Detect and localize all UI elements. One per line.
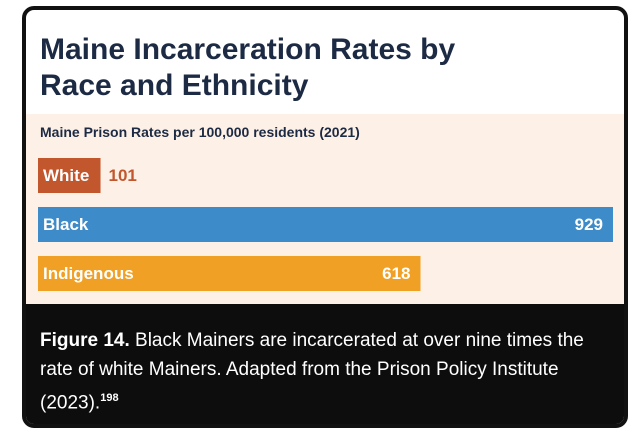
footnote-ref: 198 [100, 392, 119, 404]
category-label: Black [43, 215, 89, 234]
caption: Figure 14. Black Mainers are incarcerate… [26, 304, 624, 424]
value-label: 101 [109, 166, 137, 185]
chart-title: Maine Incarceration Rates by Race and Et… [40, 33, 456, 102]
chart-subtitle: Maine Prison Rates per 100,000 residents… [40, 124, 360, 140]
caption-label: Figure 14. [40, 330, 130, 351]
chart: White 101 Black 929 Indigenous 618 [38, 158, 613, 291]
bar [38, 256, 421, 291]
caption-body: Black Mainers are incarcerated at over n… [40, 330, 584, 414]
value-label: 929 [575, 215, 603, 234]
bar [38, 207, 613, 242]
caption-text: Figure 14. Black Mainers are incarcerate… [40, 326, 600, 417]
value-label: 618 [382, 264, 410, 283]
figure-frame: Maine Incarceration Rates by Race and Et… [22, 6, 628, 428]
chart-panel: Maine Prison Rates per 100,000 residents… [26, 114, 624, 304]
category-label: White [43, 166, 89, 185]
bar [38, 158, 101, 193]
category-label: Indigenous [43, 264, 134, 283]
